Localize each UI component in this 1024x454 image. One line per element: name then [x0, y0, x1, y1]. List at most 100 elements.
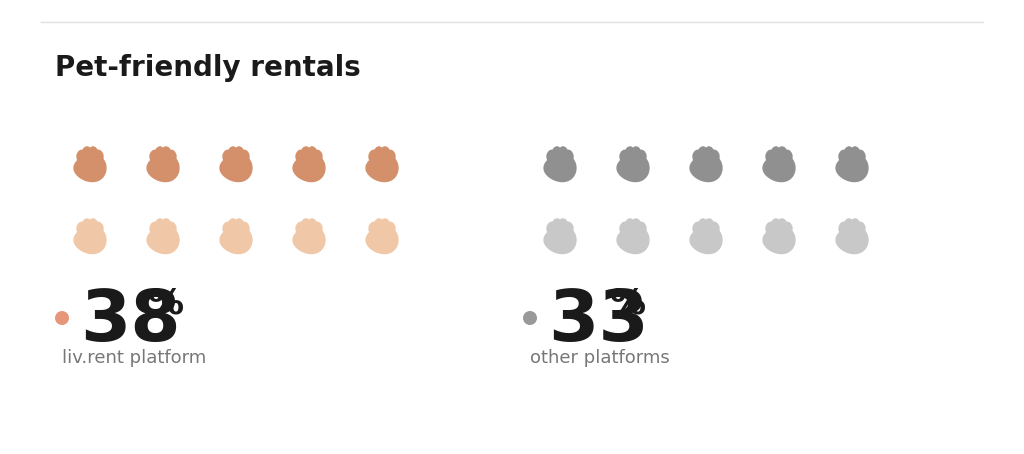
Polygon shape [366, 154, 398, 182]
Polygon shape [544, 154, 577, 182]
Text: 38: 38 [80, 287, 180, 356]
Ellipse shape [558, 218, 568, 231]
Ellipse shape [765, 149, 775, 162]
Polygon shape [293, 154, 326, 182]
Ellipse shape [295, 222, 305, 234]
Ellipse shape [692, 149, 702, 162]
Ellipse shape [710, 222, 720, 234]
Ellipse shape [150, 222, 160, 234]
Polygon shape [836, 226, 868, 254]
Ellipse shape [620, 149, 630, 162]
Ellipse shape [705, 146, 714, 159]
Ellipse shape [765, 222, 775, 234]
Ellipse shape [155, 218, 165, 231]
Ellipse shape [227, 218, 238, 231]
Ellipse shape [620, 222, 630, 234]
Ellipse shape [307, 146, 317, 159]
Ellipse shape [850, 146, 860, 159]
Ellipse shape [777, 218, 787, 231]
Text: liv.rent platform: liv.rent platform [62, 349, 206, 367]
Ellipse shape [312, 149, 323, 162]
Ellipse shape [563, 222, 573, 234]
Ellipse shape [380, 218, 390, 231]
Ellipse shape [705, 218, 714, 231]
Ellipse shape [234, 218, 244, 231]
Polygon shape [146, 154, 179, 182]
Ellipse shape [771, 146, 780, 159]
Ellipse shape [301, 218, 310, 231]
Circle shape [523, 311, 537, 325]
Text: 33: 33 [548, 287, 649, 356]
Polygon shape [616, 154, 649, 182]
Text: %: % [148, 287, 184, 321]
Ellipse shape [93, 149, 103, 162]
Ellipse shape [552, 218, 562, 231]
Ellipse shape [386, 222, 395, 234]
Polygon shape [74, 154, 106, 182]
Polygon shape [689, 154, 723, 182]
Ellipse shape [150, 149, 160, 162]
Text: other platforms: other platforms [530, 349, 670, 367]
Ellipse shape [710, 149, 720, 162]
Polygon shape [219, 154, 253, 182]
Polygon shape [763, 154, 796, 182]
Ellipse shape [88, 218, 98, 231]
Polygon shape [836, 154, 868, 182]
Polygon shape [763, 226, 796, 254]
Ellipse shape [301, 146, 310, 159]
Ellipse shape [692, 222, 702, 234]
Ellipse shape [771, 218, 780, 231]
Ellipse shape [697, 146, 708, 159]
Ellipse shape [625, 146, 635, 159]
Polygon shape [616, 226, 649, 254]
Ellipse shape [369, 149, 379, 162]
Ellipse shape [839, 222, 849, 234]
Ellipse shape [782, 149, 793, 162]
Ellipse shape [625, 218, 635, 231]
Ellipse shape [88, 146, 98, 159]
Ellipse shape [844, 218, 854, 231]
Ellipse shape [552, 146, 562, 159]
Polygon shape [146, 226, 179, 254]
Ellipse shape [222, 149, 232, 162]
Ellipse shape [295, 149, 305, 162]
Ellipse shape [93, 222, 103, 234]
Ellipse shape [161, 146, 171, 159]
Ellipse shape [697, 218, 708, 231]
Ellipse shape [240, 149, 250, 162]
Ellipse shape [77, 149, 86, 162]
Ellipse shape [637, 222, 647, 234]
Ellipse shape [631, 218, 641, 231]
Ellipse shape [240, 222, 250, 234]
Ellipse shape [856, 222, 865, 234]
Ellipse shape [563, 149, 573, 162]
Ellipse shape [161, 218, 171, 231]
Text: Pet-friendly rentals: Pet-friendly rentals [55, 54, 360, 82]
Ellipse shape [222, 222, 232, 234]
Circle shape [55, 311, 69, 325]
Polygon shape [293, 226, 326, 254]
Polygon shape [689, 226, 723, 254]
Ellipse shape [155, 146, 165, 159]
Ellipse shape [82, 146, 92, 159]
Ellipse shape [856, 149, 865, 162]
Ellipse shape [312, 222, 323, 234]
Ellipse shape [546, 222, 556, 234]
Ellipse shape [369, 222, 379, 234]
Polygon shape [366, 226, 398, 254]
Ellipse shape [386, 149, 395, 162]
Ellipse shape [844, 146, 854, 159]
Ellipse shape [558, 146, 568, 159]
Ellipse shape [227, 146, 238, 159]
Ellipse shape [307, 218, 317, 231]
Ellipse shape [782, 222, 793, 234]
Ellipse shape [839, 149, 849, 162]
Ellipse shape [374, 218, 384, 231]
Ellipse shape [77, 222, 86, 234]
Ellipse shape [167, 222, 177, 234]
Ellipse shape [82, 218, 92, 231]
Ellipse shape [234, 146, 244, 159]
Polygon shape [544, 226, 577, 254]
Text: %: % [610, 287, 646, 321]
Ellipse shape [546, 149, 556, 162]
